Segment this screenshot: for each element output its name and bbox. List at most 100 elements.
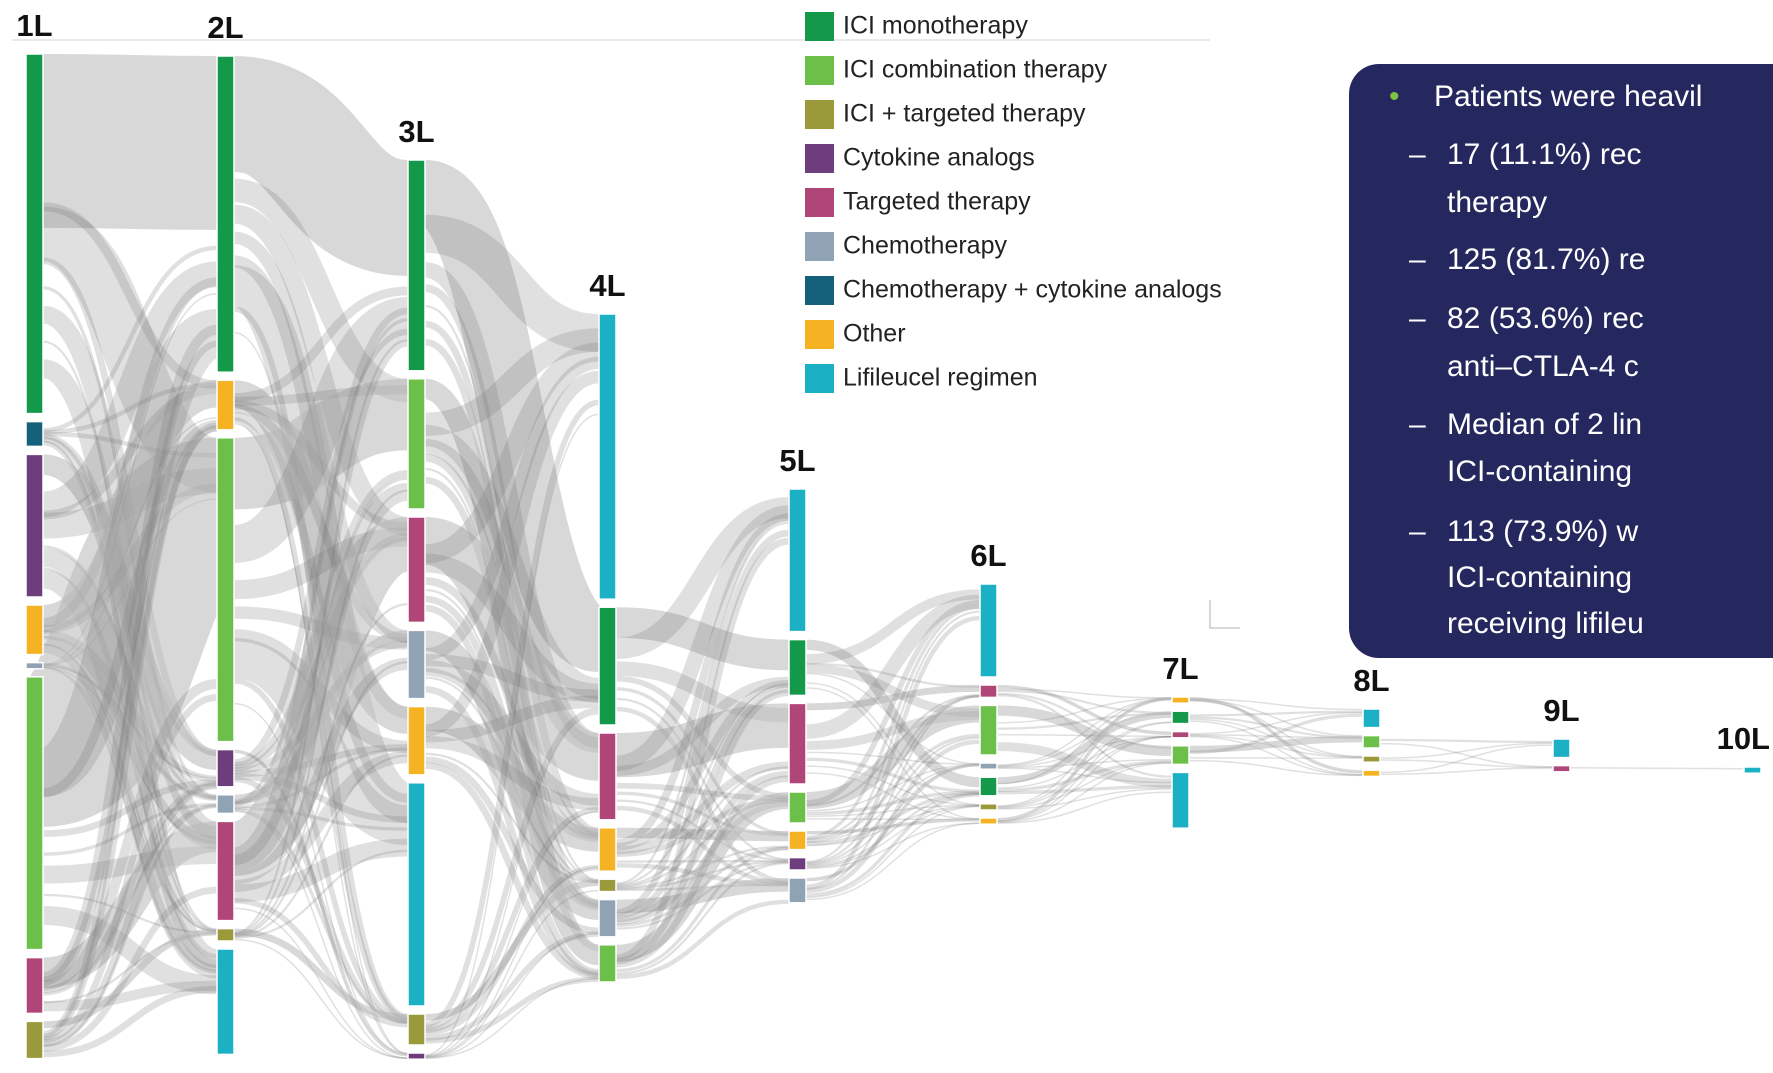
- flow: [615, 770, 790, 923]
- legend-swatch: [805, 12, 834, 41]
- flow: [42, 985, 218, 1058]
- flow: [996, 788, 1173, 810]
- column-label: 8L: [1353, 663, 1389, 698]
- flow: [996, 791, 1173, 824]
- flow: [42, 782, 218, 1047]
- flow: [615, 676, 790, 776]
- flow: [996, 742, 1173, 788]
- flow: [424, 762, 600, 980]
- flow: [615, 686, 790, 920]
- flow: [1188, 720, 1364, 776]
- flow: [805, 693, 981, 807]
- flow: [42, 779, 218, 838]
- dash: –: [1409, 243, 1426, 276]
- flow: [805, 639, 981, 788]
- flow: [805, 804, 981, 817]
- node: [25, 956, 44, 1015]
- flow: [615, 683, 790, 886]
- flow: [417, 160, 607, 672]
- flow: [233, 750, 409, 893]
- flow: [1188, 735, 1364, 753]
- node: [216, 927, 235, 942]
- dash: –: [1409, 302, 1426, 335]
- legend-label: ICI + targeted therapy: [843, 100, 1086, 128]
- flow: [805, 792, 981, 868]
- flow: [424, 685, 600, 978]
- node: [216, 820, 235, 922]
- flow: [805, 763, 981, 882]
- node: [216, 437, 235, 743]
- flow: [422, 517, 602, 781]
- item-line: ICI-containing: [1447, 455, 1633, 488]
- flow: [424, 707, 600, 1031]
- flow: [42, 928, 218, 1029]
- legend-swatch: [805, 364, 834, 393]
- nodes: 1L 2L 3L 4L 5L 6L 7L 8L 9L 10L: [16, 8, 1770, 1060]
- flow: [42, 802, 218, 856]
- flow: [233, 404, 409, 643]
- flow: [42, 419, 218, 798]
- flow: [805, 705, 981, 810]
- flow: [1188, 718, 1364, 758]
- node: [1552, 764, 1571, 773]
- summary-box: • Patients were heavil –17 (11.1%) rec ther…: [1349, 64, 1773, 658]
- node: [598, 827, 617, 872]
- flow: [615, 761, 790, 855]
- flow: [423, 424, 601, 700]
- node: [25, 420, 44, 448]
- legend-label: Chemotherapy: [843, 232, 1007, 260]
- flow: [1379, 742, 1554, 768]
- node: [407, 629, 426, 700]
- node: [25, 53, 44, 415]
- legend-label: ICI monotherapy: [843, 12, 1028, 40]
- flow: [996, 736, 1173, 809]
- node: [216, 948, 235, 1056]
- flow: [233, 702, 409, 1055]
- flow: [805, 763, 981, 812]
- flow: [424, 978, 600, 1059]
- node: [407, 378, 426, 510]
- flow: [424, 932, 600, 1059]
- flow: [996, 697, 1173, 724]
- flow: [232, 204, 410, 536]
- node: [788, 791, 807, 824]
- flow: [996, 733, 1173, 738]
- column-label: 1L: [16, 8, 52, 43]
- node: [788, 830, 807, 851]
- flow: [1379, 738, 1554, 744]
- flow: [424, 866, 600, 1058]
- flow: [996, 736, 1173, 823]
- flow: [42, 340, 218, 1038]
- flow: [805, 805, 981, 847]
- legend-swatch: [805, 188, 834, 217]
- flow: [42, 54, 218, 230]
- flow: [996, 761, 1173, 809]
- node: [25, 1020, 44, 1060]
- flow: [1569, 767, 1745, 770]
- flow: [1379, 744, 1554, 774]
- node: [407, 516, 426, 624]
- column-label: 5L: [779, 443, 815, 478]
- flow: [615, 521, 790, 885]
- legend-label: Targeted therapy: [843, 188, 1031, 216]
- column-label: 6L: [970, 538, 1006, 573]
- dash: –: [1409, 138, 1426, 171]
- node: [25, 604, 44, 656]
- flow: [1188, 713, 1364, 754]
- dash: –: [1409, 408, 1426, 441]
- flow: [42, 906, 218, 995]
- node: [1362, 708, 1381, 729]
- node: [1552, 738, 1571, 759]
- flow: [1188, 698, 1364, 711]
- flow: [1379, 767, 1554, 775]
- flow: [805, 736, 981, 866]
- flow: [42, 424, 218, 1041]
- flow: [42, 781, 218, 994]
- flow: [41, 821, 219, 989]
- flow: [996, 721, 1173, 808]
- node: [598, 313, 617, 600]
- flow: [805, 790, 981, 816]
- flow: [424, 695, 600, 743]
- node: [1362, 769, 1381, 778]
